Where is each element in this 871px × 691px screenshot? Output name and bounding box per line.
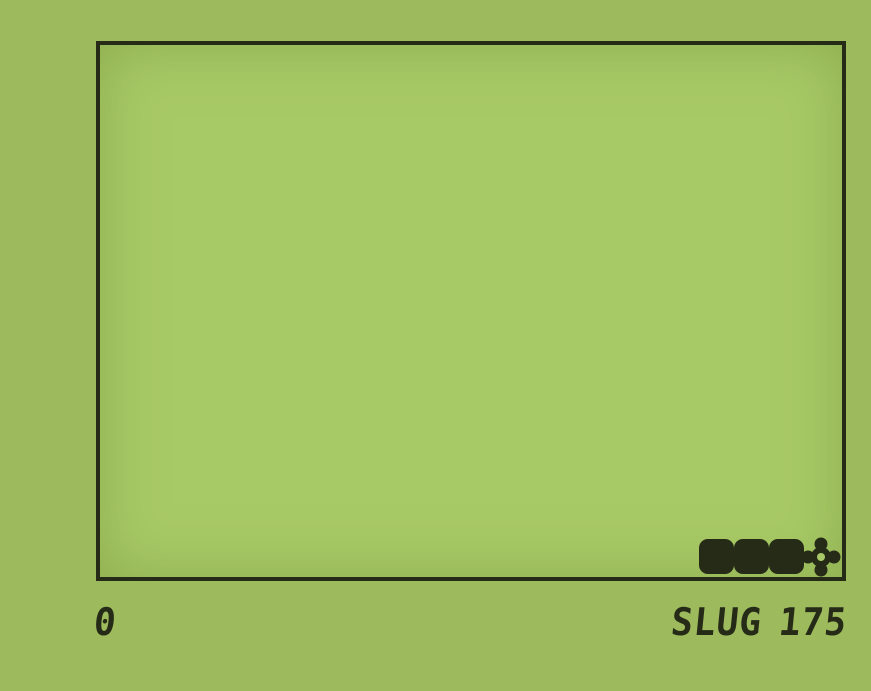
status-display: SLUG 175: [669, 600, 849, 644]
playfield[interactable]: [96, 41, 846, 581]
mode-label: SLUG: [668, 600, 765, 644]
score-display: 0: [91, 600, 118, 644]
playfield-canvas: [699, 537, 841, 577]
snake-head-icon: [801, 537, 841, 577]
snake-body-segment: [699, 539, 734, 574]
snake-body-segment: [769, 539, 804, 574]
snake-body-segment: [734, 539, 769, 574]
speed-value: 175: [776, 600, 850, 644]
